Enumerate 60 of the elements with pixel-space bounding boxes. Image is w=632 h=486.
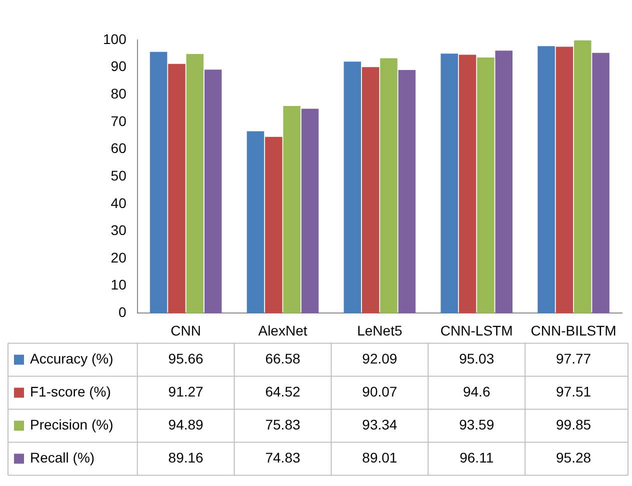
data-label: 64.52 [265,384,300,400]
data-label: 94.6 [462,384,490,400]
legend-label: Accuracy (%) [30,350,114,367]
y-tick-label: 0 [118,304,127,320]
y-tick-label: 60 [110,140,127,156]
y-tick-label: 40 [110,194,127,211]
legend-label: F1-score (%) [30,384,111,400]
bar [246,131,264,314]
bar [574,40,592,314]
data-label: 89.01 [362,450,398,466]
bar [440,54,458,314]
y-tick-label: 10 [110,276,127,293]
bar [301,108,319,314]
data-label: 92.09 [362,350,398,367]
data-label: 93.59 [459,416,494,433]
bar [150,52,168,314]
bar [204,70,222,314]
data-label: 97.77 [556,350,592,367]
x-tick-label: CNN [170,322,201,338]
y-tick-label: 50 [110,167,127,184]
data-label: 89.16 [168,450,204,466]
data-label: 99.85 [556,416,592,433]
bar [477,58,494,314]
data-label: 93.34 [362,416,398,433]
bar [495,50,512,314]
bar [265,136,282,314]
data-label: 95.28 [556,450,592,466]
y-tick-label: 30 [110,222,127,238]
bar [556,46,574,314]
data-label: 95.03 [459,350,494,367]
bar [380,58,398,314]
bar [362,67,380,314]
data-label: 74.83 [265,450,300,466]
y-tick-label: 80 [110,86,127,102]
data-label: 91.27 [168,384,204,400]
bar [186,54,204,314]
data-label: 96.11 [460,450,494,466]
legend-label: Recall (%) [30,450,95,466]
bar [398,70,416,314]
bar [592,52,610,314]
data-label: 66.58 [265,350,300,367]
x-tick-label: AlexNet [258,322,308,338]
x-tick-label: CNN-LSTM [440,322,513,338]
y-tick-label: 100 [103,30,127,47]
bar [283,106,300,314]
bar [538,46,555,314]
data-label: 90.07 [362,384,398,400]
bar [168,64,186,314]
x-tick-label: CNN-BILSTM [530,322,616,338]
data-label: 95.66 [168,350,204,367]
y-tick-label: 20 [110,249,127,266]
data-label: 75.83 [265,416,300,433]
data-label: 97.51 [556,384,592,400]
data-label: 94.89 [168,416,204,433]
legend-label: Precision (%) [30,416,114,433]
y-tick-label: 90 [110,58,127,74]
x-tick-label: LeNet5 [357,322,402,338]
y-tick-label: 70 [110,112,127,129]
bar [344,62,362,314]
bar [458,54,476,314]
